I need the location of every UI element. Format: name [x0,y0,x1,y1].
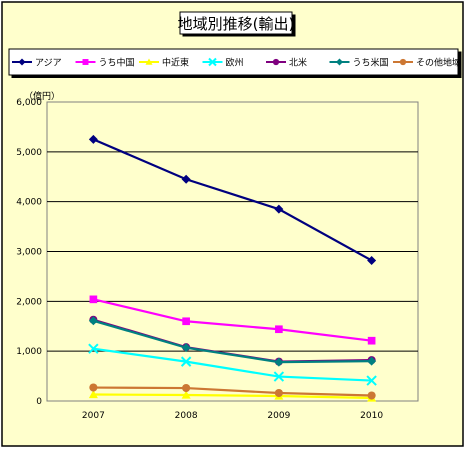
legend-label: その他地域 [416,57,461,69]
legend: アジア うち中国 中近東 欧州 北米 うち米国 その他地域 [12,57,461,69]
y-tick-label: 2,000 [16,297,42,307]
x-tick-label: 2009 [267,411,290,421]
legend-label: アジア [35,59,62,69]
legend-item: 欧州 [202,57,244,69]
legend-marker [208,57,217,67]
data-point [274,388,283,398]
legend-item: アジア [12,58,62,69]
legend-item: うち中国 [75,57,135,69]
legend-marker [145,58,153,65]
series-line [93,347,372,382]
series-line [92,138,373,262]
series [88,343,377,386]
legend-label: 中近東 [162,57,189,69]
data-point [273,371,285,382]
series-line [93,386,372,397]
data-point [182,383,191,393]
legend-label: うち中国 [99,57,135,69]
legend-item: 中近東 [139,57,189,69]
data-point [367,336,376,345]
x-tick-label: 2007 [82,411,105,421]
series [88,134,377,265]
data-point [88,390,98,399]
x-tick-label: 2010 [360,411,383,421]
legend-marker [272,58,280,66]
legend-item: その他地域 [393,57,461,69]
data-point [88,134,98,144]
series-line [93,393,372,400]
legend-label: 欧州 [226,57,244,69]
series [89,295,376,345]
data-point [88,343,99,354]
data-point [182,317,190,326]
y-tick-label: 1,000 [16,347,42,357]
legend-item: うち米国 [329,57,389,69]
x-tick-labels: 2007 2008 2009 2010 [82,411,383,421]
data-point [274,204,284,214]
legend-marker [82,59,89,65]
data-point [274,357,284,367]
y-tick-labels: 0 1,000 2,000 3,000 4,000 5,000 6,000 [16,98,42,407]
y-tick-label: 3,000 [16,248,42,258]
legend-marker [18,58,26,66]
x-tick-label: 2008 [175,411,198,421]
data-point [181,343,191,353]
series [89,383,376,400]
legend-label: 北米 [289,57,307,69]
chart-title: 地域別推移(輸出) [178,15,295,33]
data-point [180,356,192,367]
data-point [275,325,283,334]
series-layer [88,134,377,402]
data-point [89,295,98,304]
data-point [367,255,377,265]
y-unit-label: （億円） [24,90,60,102]
data-point [181,390,191,399]
legend-item: 北米 [266,57,307,69]
data-point [181,174,191,184]
data-point [367,356,377,366]
legend-label: うち米国 [353,57,389,69]
data-point [367,391,376,400]
series [88,316,377,367]
title-box [179,11,293,35]
y-tick-label: 4,000 [16,198,42,208]
series-line [93,298,372,342]
y-tick-label: 6,000 [16,98,42,108]
legend-marker [336,58,343,66]
data-point [88,316,98,326]
y-tick-label: 5,000 [16,148,42,158]
data-point [89,383,98,392]
data-point [366,375,377,386]
legend-marker [399,58,407,66]
y-tick-label: 0 [36,397,42,407]
series-line [93,319,372,364]
